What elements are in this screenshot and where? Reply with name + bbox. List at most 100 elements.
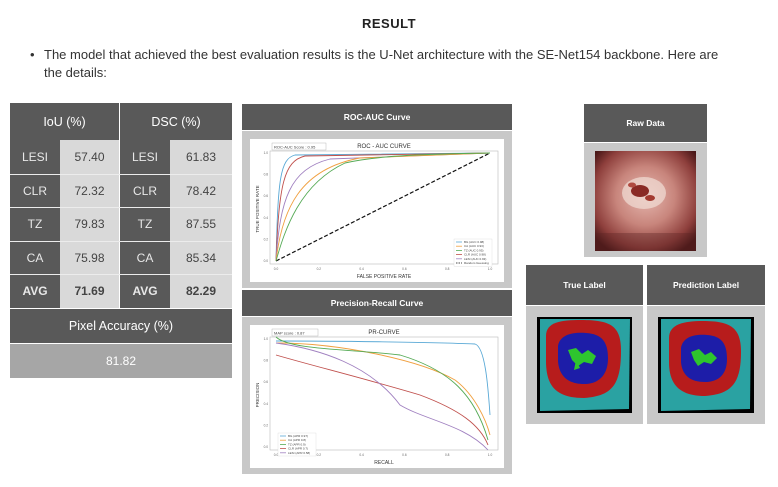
pr-chart-title: PR-CURVE bbox=[368, 330, 399, 336]
dsc-value: 82.29 bbox=[170, 275, 232, 308]
true-label-title: True Label bbox=[526, 265, 643, 305]
pr-series-lesi bbox=[275, 342, 489, 451]
prediction-label-frame bbox=[647, 306, 765, 424]
pr-ytick: 0.2 bbox=[264, 423, 269, 427]
iou-value: 72.32 bbox=[60, 174, 120, 207]
pr-ytick: 0.4 bbox=[264, 402, 269, 406]
roc-legend-entry: Random Guessing bbox=[464, 261, 489, 265]
pr-legend-entry: LESI (APR 0.58) bbox=[288, 451, 310, 455]
table-row: CLR 72.32 CLR 78.42 bbox=[10, 173, 232, 207]
pr-panel: PR-CURVE MAP score : 0.87 RECALL PRECISI… bbox=[242, 317, 512, 474]
roc-ytick: 0.2 bbox=[264, 237, 269, 241]
pr-legend-entry: BG (APR 0.97) bbox=[288, 434, 308, 438]
iou-value: 79.83 bbox=[60, 208, 120, 241]
roc-xlabel: FALSE POSITIVE RATE bbox=[357, 274, 412, 280]
pr-legend-entry: TZ (APR 0.9) bbox=[288, 442, 306, 446]
table-header-row: IoU (%) DSC (%) bbox=[10, 103, 232, 140]
roc-ytick: 0.4 bbox=[264, 216, 269, 220]
table-row: CA 75.98 CA 85.34 bbox=[10, 240, 232, 274]
pr-ylabel: PRECISION bbox=[255, 383, 260, 408]
row-label-iou: AVG bbox=[10, 275, 60, 308]
pr-ytick: 1.0 bbox=[264, 337, 269, 341]
dsc-value: 78.42 bbox=[170, 174, 232, 207]
pr-xtick: 0.0 bbox=[274, 453, 279, 457]
header-iou: IoU (%) bbox=[10, 103, 120, 140]
roc-legend: BG (AUC 0.98)CA (AUC 0.93)TZ (AUC 0.95)C… bbox=[453, 238, 493, 267]
dsc-value: 61.83 bbox=[170, 140, 232, 174]
roc-ylabel: TRUE POSITIVE RATE bbox=[255, 185, 260, 232]
row-label-dsc: CA bbox=[120, 241, 170, 274]
roc-legend-entry: BG (AUC 0.98) bbox=[464, 240, 484, 244]
page-title: RESULT bbox=[361, 16, 417, 31]
roc-random-line bbox=[275, 152, 491, 262]
roc-xtick: 1.0 bbox=[488, 267, 493, 271]
row-label-dsc: CLR bbox=[120, 174, 170, 207]
pr-xtick: 0.6 bbox=[402, 453, 407, 457]
roc-series-lesi bbox=[275, 152, 491, 262]
iou-value: 75.98 bbox=[60, 241, 120, 274]
pr-ytick: 0.0 bbox=[264, 445, 269, 449]
bullet-dot: • bbox=[30, 47, 35, 62]
pr-legend-entry: CLR (APR 0.7) bbox=[288, 447, 308, 451]
roc-panel-title: ROC-AUC Curve bbox=[242, 104, 512, 130]
pixel-accuracy-value: 81.82 bbox=[10, 343, 232, 378]
roc-ytick: 0.0 bbox=[264, 259, 269, 263]
pr-xtick: 0.2 bbox=[317, 453, 322, 457]
pr-series-clr bbox=[275, 354, 489, 446]
raw-data-frame bbox=[584, 143, 707, 257]
row-label-iou: LESI bbox=[10, 140, 60, 174]
roc-series-clr bbox=[275, 152, 491, 262]
row-label-iou: CLR bbox=[10, 174, 60, 207]
pr-score: MAP score : 0.87 bbox=[274, 331, 305, 336]
roc-chart-svg: ROC - AUC CURVE ROC-AUC Score : 0.95 FAL… bbox=[250, 139, 504, 282]
dsc-value: 85.34 bbox=[170, 241, 232, 274]
roc-xtick: 0.6 bbox=[402, 267, 407, 271]
row-label-iou: TZ bbox=[10, 208, 60, 241]
row-label-iou: CA bbox=[10, 241, 60, 274]
pr-chart: PR-CURVE MAP score : 0.87 RECALL PRECISI… bbox=[250, 325, 504, 468]
roc-score: ROC-AUC Score : 0.95 bbox=[274, 145, 316, 150]
header-dsc: DSC (%) bbox=[120, 103, 232, 140]
pr-xlabel: RECALL bbox=[374, 460, 394, 466]
prediction-label-title: Prediction Label bbox=[647, 265, 765, 305]
pr-series-bg bbox=[275, 340, 491, 416]
metrics-table: IoU (%) DSC (%) LESI 57.40 LESI 61.83 CLR 72.… bbox=[10, 103, 232, 378]
roc-chart: ROC - AUC CURVE ROC-AUC Score : 0.95 FAL… bbox=[250, 139, 504, 282]
iou-value: 57.40 bbox=[60, 140, 120, 174]
roc-series-tz bbox=[275, 152, 491, 262]
dsc-value: 87.55 bbox=[170, 208, 232, 241]
prediction-label-image bbox=[658, 317, 754, 413]
row-label-dsc: AVG bbox=[120, 275, 170, 308]
roc-series-bg bbox=[275, 152, 491, 262]
roc-xtick: 0.4 bbox=[359, 267, 364, 271]
pixel-accuracy-header: Pixel Accuracy (%) bbox=[10, 308, 232, 343]
description-bullet: • The model that achieved the best evalu… bbox=[30, 46, 730, 82]
roc-legend-entry: CLR (AUC 0.98) bbox=[464, 253, 486, 257]
row-label-dsc: LESI bbox=[120, 140, 170, 174]
raw-data-image bbox=[595, 151, 696, 251]
roc-chart-title: ROC - AUC CURVE bbox=[357, 144, 411, 150]
roc-ytick: 0.8 bbox=[264, 173, 269, 177]
roc-xtick: 0.0 bbox=[274, 267, 279, 271]
roc-xtick: 0.8 bbox=[445, 267, 450, 271]
pr-series-tz bbox=[275, 336, 489, 441]
true-label-frame bbox=[526, 306, 643, 424]
roc-legend-entry: TZ (AUC 0.95) bbox=[464, 248, 484, 252]
raw-data-title: Raw Data bbox=[584, 104, 707, 142]
pr-ytick: 0.6 bbox=[264, 380, 269, 384]
pr-legend: BG (APR 0.97)CA (APR 0.8)TZ (APR 0.9)CLR… bbox=[277, 432, 317, 457]
pr-xtick: 0.4 bbox=[359, 453, 364, 457]
roc-panel: ROC - AUC CURVE ROC-AUC Score : 0.95 FAL… bbox=[242, 131, 512, 288]
roc-legend-entry: CA (AUC 0.93) bbox=[464, 244, 484, 248]
pr-panel-title: Precision-Recall Curve bbox=[242, 290, 512, 316]
pr-ytick: 0.8 bbox=[264, 359, 269, 363]
pr-xtick: 0.8 bbox=[445, 453, 450, 457]
pr-chart-svg: PR-CURVE MAP score : 0.87 RECALL PRECISI… bbox=[250, 325, 504, 468]
pr-legend-entry: CA (APR 0.8) bbox=[288, 438, 306, 442]
roc-legend-entry: LESI (AUC 0.93) bbox=[464, 257, 486, 261]
row-label-dsc: TZ bbox=[120, 208, 170, 241]
iou-value: 71.69 bbox=[60, 275, 120, 308]
roc-ytick: 1.0 bbox=[264, 151, 269, 155]
table-row: AVG 71.69 AVG 82.29 bbox=[10, 274, 232, 308]
true-label-image bbox=[537, 317, 632, 413]
